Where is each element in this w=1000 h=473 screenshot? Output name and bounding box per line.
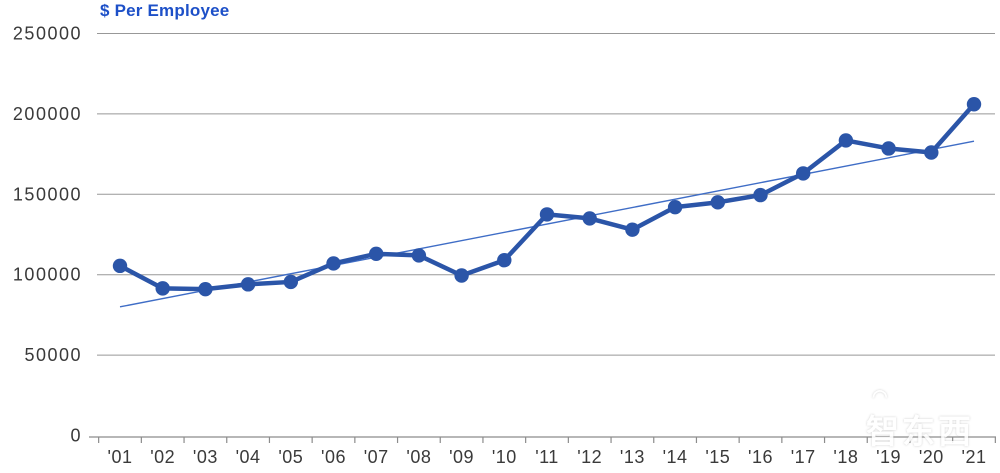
x-tick-label: '18 bbox=[833, 447, 858, 467]
data-point-marker bbox=[369, 246, 384, 261]
data-point-marker bbox=[283, 274, 298, 290]
data-point-marker bbox=[454, 268, 469, 283]
x-tick-label: '14 bbox=[663, 447, 688, 467]
y-tick-label: 100000 bbox=[13, 265, 82, 285]
x-tick-label: '13 bbox=[620, 447, 645, 467]
data-point-marker bbox=[198, 281, 213, 297]
x-tick-label: '17 bbox=[791, 447, 816, 467]
x-tick-label: '19 bbox=[876, 447, 901, 467]
x-tick-label: '16 bbox=[748, 447, 773, 467]
data-point-marker bbox=[240, 277, 256, 292]
x-tick-label: '08 bbox=[406, 447, 431, 467]
x-tick-label: '12 bbox=[577, 447, 602, 467]
x-tick-label: '20 bbox=[919, 447, 944, 467]
data-point-marker bbox=[966, 97, 982, 112]
y-tick-label: 50000 bbox=[24, 345, 82, 365]
data-point-marker bbox=[881, 141, 896, 156]
data-line bbox=[117, 102, 977, 292]
data-point-marker bbox=[411, 248, 427, 263]
x-tick-label: '11 bbox=[535, 447, 559, 467]
x-tick-label: '05 bbox=[278, 447, 303, 467]
data-point-marker bbox=[539, 207, 555, 222]
chart-title: $ Per Employee bbox=[100, 1, 230, 20]
data-point-marker bbox=[924, 145, 939, 160]
data-point-marker bbox=[582, 211, 597, 226]
x-tick-label: '01 bbox=[108, 447, 133, 467]
x-tick-label: '06 bbox=[321, 447, 346, 467]
data-point-marker bbox=[155, 281, 170, 296]
x-tick-label: '03 bbox=[193, 447, 218, 467]
data-point-marker bbox=[796, 166, 811, 181]
data-point-marker bbox=[753, 187, 768, 203]
x-tick-label: '04 bbox=[236, 447, 261, 467]
y-tick-label: 0 bbox=[70, 426, 82, 446]
x-tick-label: '21 bbox=[962, 447, 987, 467]
data-point-marker bbox=[710, 195, 725, 210]
data-point-marker bbox=[326, 256, 341, 271]
trend-line bbox=[119, 140, 975, 308]
data-point-marker bbox=[497, 253, 512, 268]
y-tick-label: 150000 bbox=[13, 184, 82, 204]
x-tick-label: '10 bbox=[492, 447, 517, 467]
x-tick-label: '15 bbox=[705, 447, 730, 467]
y-tick-label: 250000 bbox=[13, 24, 82, 44]
x-tick-label: '07 bbox=[364, 447, 389, 467]
data-point-marker bbox=[625, 222, 640, 237]
x-tick-label: '09 bbox=[449, 447, 474, 467]
data-point-marker bbox=[838, 133, 854, 148]
x-tick-label: '02 bbox=[150, 447, 175, 467]
data-point-marker bbox=[667, 199, 683, 215]
y-tick-label: 200000 bbox=[13, 104, 82, 124]
data-point-marker bbox=[112, 258, 128, 274]
